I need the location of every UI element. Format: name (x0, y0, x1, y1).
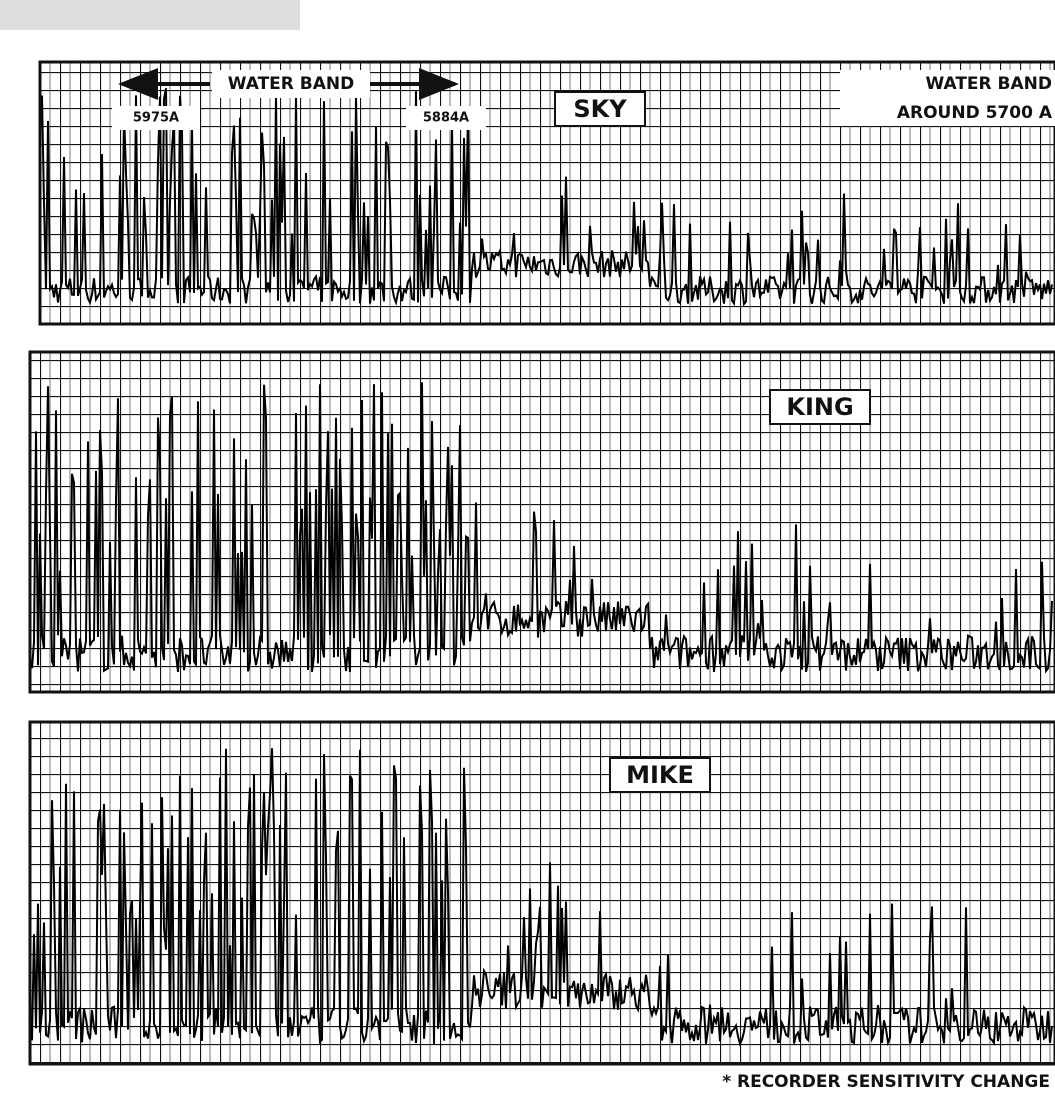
page: WATER BAND 5975A 5884A WATER BAND AROUND… (0, 0, 1055, 1097)
panel-label: SKY (573, 95, 627, 123)
wavelength-label: 5884A (423, 111, 469, 126)
water-band-label: WATER BAND (228, 74, 355, 94)
around-label: AROUND 5700 A (897, 103, 1053, 123)
scan-noise (0, 0, 300, 30)
panel-grid (30, 722, 1055, 1064)
panel-label: MIKE (626, 761, 694, 789)
recordings: WATER BAND 5975A 5884A WATER BAND AROUND… (0, 0, 1055, 1097)
panel-label: KING (786, 393, 853, 421)
wavelength-label: 5975A (133, 111, 179, 126)
water-band-label: WATER BAND (926, 74, 1053, 94)
footnote: * RECORDER SENSITIVITY CHANGE (722, 1072, 1050, 1092)
